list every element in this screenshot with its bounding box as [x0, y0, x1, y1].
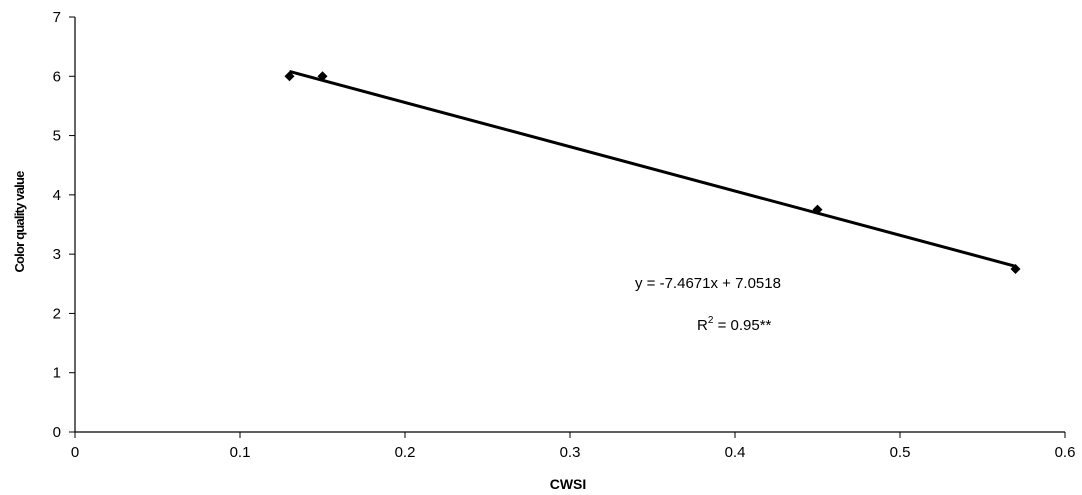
x-ticks: 0 0.1 0.2 0.3 0.4 0.5 0.6 — [71, 432, 1076, 461]
data-point — [317, 71, 328, 82]
data-point — [284, 71, 295, 82]
r-squared-superscript: 2 — [708, 315, 714, 326]
r-squared-prefix: R — [697, 317, 708, 334]
data-point — [812, 204, 823, 215]
y-tick-label: 0 — [53, 424, 61, 441]
trendline — [289, 70, 1016, 268]
x-tick-label: 0.6 — [1055, 444, 1076, 461]
x-tick-label: 0.4 — [725, 444, 746, 461]
x-tick-label: 0 — [71, 444, 79, 461]
x-tick-label: 0.3 — [560, 444, 581, 461]
y-tick-label: 7 — [53, 9, 61, 26]
y-tick-label: 2 — [53, 305, 61, 322]
y-tick-label: 3 — [53, 246, 61, 263]
y-tick-label: 1 — [53, 365, 61, 382]
r-squared-label: R2 = 0.95** — [697, 315, 772, 334]
trendline-group — [289, 70, 1016, 268]
x-tick-label: 0.1 — [230, 444, 251, 461]
y-tick-label: 4 — [53, 187, 61, 204]
axes — [74, 17, 1065, 433]
x-tick-label: 0.2 — [395, 444, 416, 461]
y-tick-label: 5 — [53, 128, 61, 145]
y-tick-label: 6 — [53, 68, 61, 85]
data-point — [1010, 263, 1021, 274]
y-ticks: 0 1 2 3 4 5 6 7 — [53, 9, 75, 441]
data-points — [284, 71, 1021, 274]
trendline-equation: y = -7.4671x + 7.0518 — [635, 275, 781, 292]
x-tick-label: 0.5 — [890, 444, 911, 461]
y-axis-title: Color quality value — [12, 171, 27, 273]
x-axis-title: CWSI — [550, 476, 587, 492]
r-squared-value: = 0.95** — [713, 317, 771, 334]
